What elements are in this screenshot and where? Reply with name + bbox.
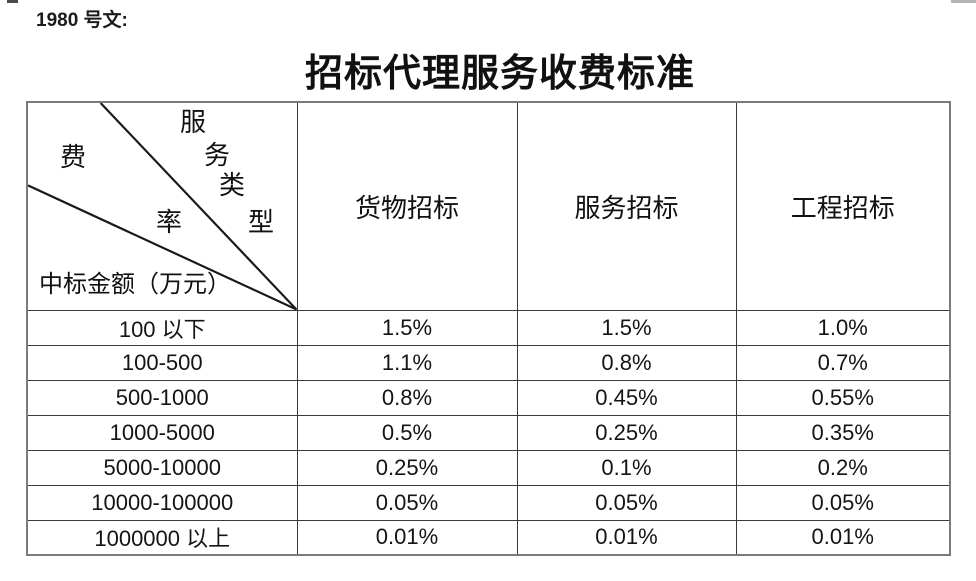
diagonal-line-upper	[99, 103, 296, 309]
corner-label-service-type-char2: 务	[204, 141, 231, 170]
rate-cell: 0.7%	[735, 344, 951, 381]
rate-cell: 0.1%	[516, 449, 737, 486]
rate-cell: 0.05%	[516, 484, 737, 521]
table-row: 10000-100000 0.05% 0.05% 0.05%	[26, 484, 951, 521]
amount-range-cell: 1000-5000	[26, 414, 298, 451]
corner-label-service-type-char4: 型	[248, 208, 275, 237]
rate-cell: 0.05%	[296, 484, 518, 521]
rate-cell: 0.45%	[516, 379, 737, 416]
rate-cell: 0.25%	[296, 449, 518, 486]
rate-cell: 0.05%	[735, 484, 951, 521]
corner-label-fee-rate-char1: 费	[60, 143, 87, 172]
doc-ref-label: 1980 号文:	[36, 10, 128, 31]
fee-standard-table: 服 务 类 型 费 率 中标金额（万元） 货物招标 服务招标 工程招标 100 …	[26, 101, 951, 556]
rate-cell: 0.01%	[296, 519, 518, 556]
amount-range-cell: 100 以下	[26, 309, 298, 346]
rate-cell: 1.5%	[296, 309, 518, 346]
rate-cell: 0.35%	[735, 414, 951, 451]
rate-cell: 0.55%	[735, 379, 951, 416]
rate-cell: 0.01%	[735, 519, 951, 556]
table-row: 100-500 1.1% 0.8% 0.7%	[26, 344, 951, 381]
amount-range-cell: 1000000 以上	[26, 519, 298, 556]
diagonal-line-lower	[28, 184, 296, 309]
corner-label-bid-amount: 中标金额（万元）	[39, 272, 231, 298]
column-header-service-bidding: 服务招标	[516, 101, 737, 311]
screen-edge-artifact-right	[951, 0, 976, 3]
rate-cell: 0.25%	[516, 414, 737, 451]
page-title: 招标代理服务收费标准	[304, 53, 695, 95]
column-header-engineering-bidding: 工程招标	[735, 101, 951, 311]
amount-range-cell: 100-500	[26, 344, 298, 381]
table-row: 1000-5000 0.5% 0.25% 0.35%	[26, 414, 951, 451]
rate-cell: 0.2%	[735, 449, 951, 486]
rate-cell: 0.8%	[516, 344, 737, 381]
amount-range-cell: 500-1000	[26, 379, 298, 416]
rate-cell: 1.1%	[296, 344, 518, 381]
corner-label-fee-rate-char2: 率	[156, 208, 183, 237]
amount-range-cell: 5000-10000	[26, 449, 298, 486]
rate-cell: 1.0%	[735, 309, 951, 346]
rate-cell: 1.5%	[516, 309, 737, 346]
diagonal-header-content: 服 务 类 型 费 率 中标金额（万元）	[28, 103, 296, 309]
diagonal-lines	[28, 103, 296, 309]
table-row: 5000-10000 0.25% 0.1% 0.2%	[26, 449, 951, 486]
rate-cell: 0.8%	[296, 379, 518, 416]
table-header-row: 服 务 类 型 费 率 中标金额（万元） 货物招标 服务招标 工程招标	[26, 101, 951, 311]
table-row: 100 以下 1.5% 1.5% 1.0%	[26, 309, 951, 346]
screen-edge-artifact-left	[7, 0, 18, 3]
rate-cell: 0.01%	[516, 519, 737, 556]
column-header-goods-bidding: 货物招标	[296, 101, 518, 311]
table-row: 500-1000 0.8% 0.45% 0.55%	[26, 379, 951, 416]
amount-range-cell: 10000-100000	[26, 484, 298, 521]
corner-label-service-type-char3: 类	[219, 171, 246, 200]
rate-cell: 0.5%	[296, 414, 518, 451]
corner-label-service-type-char1: 服	[180, 108, 207, 137]
diagonal-header-cell: 服 务 类 型 费 率 中标金额（万元）	[26, 101, 298, 311]
table-row: 1000000 以上 0.01% 0.01% 0.01%	[26, 519, 951, 556]
